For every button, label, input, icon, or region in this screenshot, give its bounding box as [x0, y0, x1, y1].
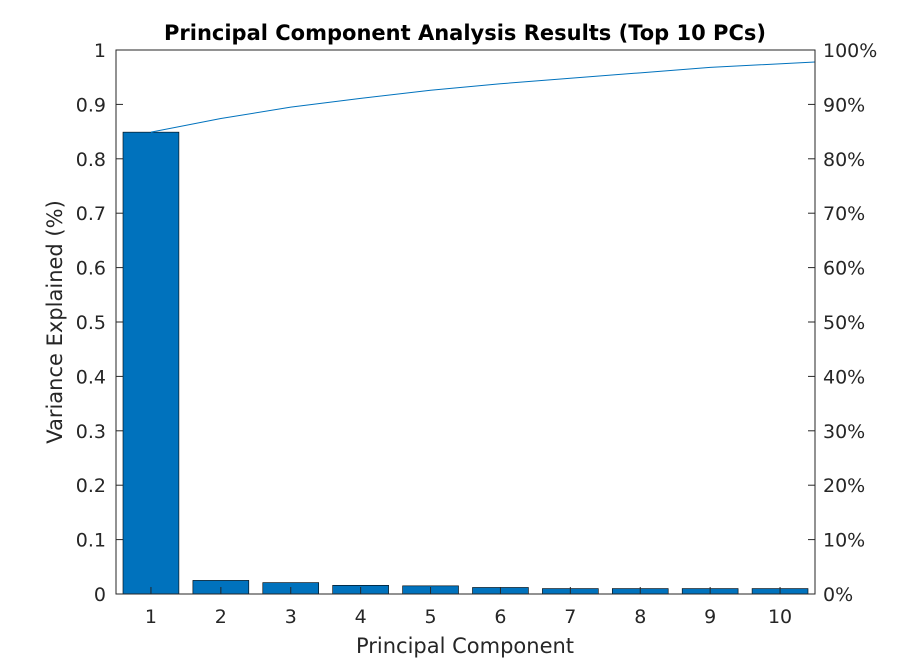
y2-tick-label: 100%: [823, 40, 877, 62]
y-tick-label: 0.7: [76, 203, 106, 225]
y2-tick-label: 70%: [823, 203, 865, 225]
y2-tick-label: 90%: [823, 94, 865, 116]
y2-tick-label: 60%: [823, 258, 865, 280]
ticks-layer: 00.10.20.30.40.50.60.70.80.910%10%20%30%…: [76, 40, 878, 628]
x-tick-label: 9: [704, 606, 716, 628]
y2-tick-label: 50%: [823, 312, 865, 334]
bar-pc-1: [122, 131, 180, 595]
x-axis-title: Principal Component: [356, 634, 574, 658]
plot-area-box: [115, 49, 816, 595]
x-tick-label: 2: [215, 606, 227, 628]
y2-tick-label: 0%: [823, 584, 853, 606]
y-tick-label: 1: [94, 40, 106, 62]
axes-layer: [115, 49, 816, 595]
x-tick-label: 1: [145, 606, 157, 628]
y-tick-label: 0.9: [76, 94, 106, 116]
x-tick-label: 5: [425, 606, 437, 628]
x-tick-label: 8: [634, 606, 646, 628]
y-tick-label: 0.5: [76, 312, 106, 334]
y-tick-label: 0.2: [76, 475, 106, 497]
y-tick-label: 0.4: [76, 366, 106, 388]
y-tick-label: 0.3: [76, 421, 106, 443]
y-axis-title: Variance Explained (%): [43, 200, 67, 444]
y-tick-label: 0.8: [76, 149, 106, 171]
x-tick-label: 4: [355, 606, 367, 628]
y2-tick-label: 40%: [823, 366, 865, 388]
x-tick-label: 6: [494, 606, 506, 628]
y-tick-label: 0.6: [76, 258, 106, 280]
chart-title: Principal Component Analysis Results (To…: [164, 21, 766, 45]
x-tick-label: 3: [285, 606, 297, 628]
cumulative-line-layer: [150, 61, 816, 133]
cumulative-variance-line: [150, 61, 816, 133]
y-tick-label: 0: [94, 584, 106, 606]
bars-layer: [122, 131, 809, 595]
x-tick-label: 10: [768, 606, 792, 628]
x-tick-label: 7: [564, 606, 576, 628]
y2-tick-label: 80%: [823, 149, 865, 171]
y2-tick-label: 10%: [823, 530, 865, 552]
y2-tick-label: 20%: [823, 475, 865, 497]
y2-tick-label: 30%: [823, 421, 865, 443]
y-tick-label: 0.1: [76, 530, 106, 552]
